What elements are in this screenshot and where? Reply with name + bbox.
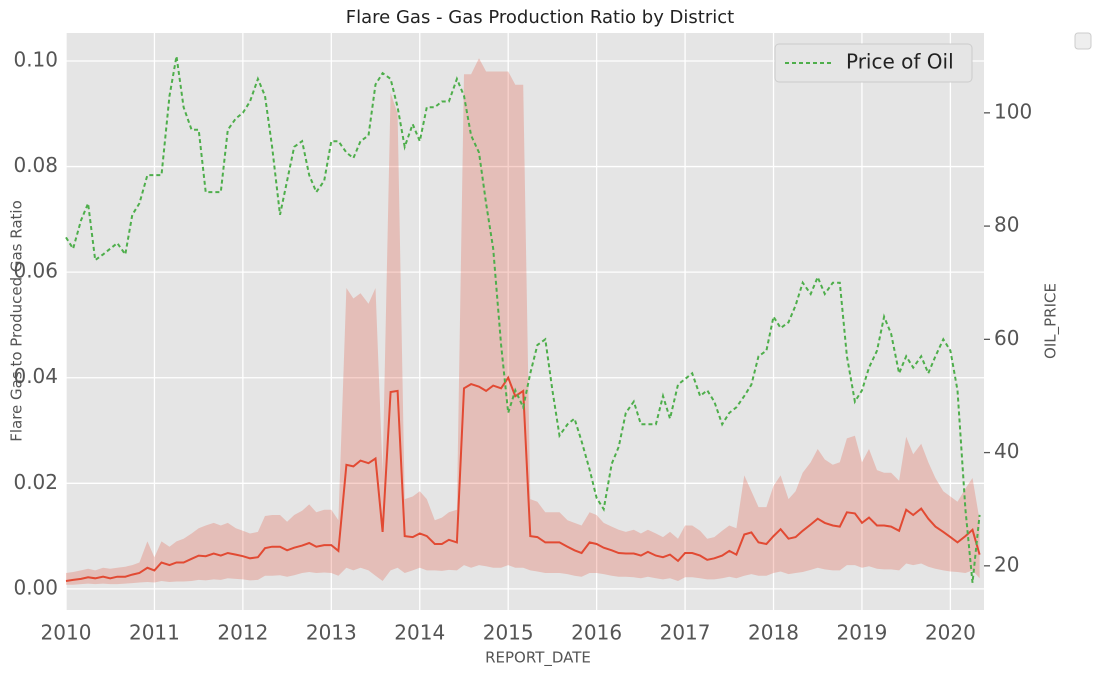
y2-tick-label: 80 xyxy=(994,213,1019,237)
y2-tick-label: 20 xyxy=(994,552,1019,576)
y2-tick-label: 100 xyxy=(994,99,1032,123)
x-tick-label: 2011 xyxy=(129,621,180,645)
y-tick-label: 0.06 xyxy=(13,259,58,283)
series-line xyxy=(65,375,981,582)
x-tick-label: 2014 xyxy=(394,621,445,645)
legend-box xyxy=(774,43,973,83)
y-tick-label: 0.00 xyxy=(13,575,58,599)
confidence-band xyxy=(66,58,980,585)
y-tick-label: 0.08 xyxy=(13,153,58,177)
y2-axis-label: OIL_PRICE xyxy=(1042,283,1061,359)
empty-legend xyxy=(1074,32,1092,50)
x-tick-label: 2016 xyxy=(571,621,622,645)
y-tick-label: 0.10 xyxy=(13,47,58,71)
legend-label: Price of Oil xyxy=(846,50,954,74)
x-tick-label: 2020 xyxy=(925,621,976,645)
y2-tick-label: 60 xyxy=(994,326,1019,350)
x-tick-label: 2013 xyxy=(306,621,357,645)
chart-title: Flare Gas - Gas Production Ratio by Dist… xyxy=(346,7,734,28)
series-line xyxy=(65,56,981,583)
x-tick-label: 2017 xyxy=(660,621,711,645)
x-axis-label: REPORT_DATE xyxy=(485,649,591,668)
x-tick-label: 2010 xyxy=(41,621,92,645)
x-tick-label: 2015 xyxy=(483,621,534,645)
y2-tick-label: 40 xyxy=(994,439,1019,463)
x-tick-label: 2019 xyxy=(837,621,888,645)
y-tick-label: 0.02 xyxy=(13,470,58,494)
x-tick-label: 2012 xyxy=(217,621,268,645)
x-tick-label: 2018 xyxy=(748,621,799,645)
plot-area xyxy=(66,33,984,610)
y-axis-label: Flare Gas to Produced Gas Ratio xyxy=(8,200,26,442)
y-tick-label: 0.04 xyxy=(13,364,58,388)
